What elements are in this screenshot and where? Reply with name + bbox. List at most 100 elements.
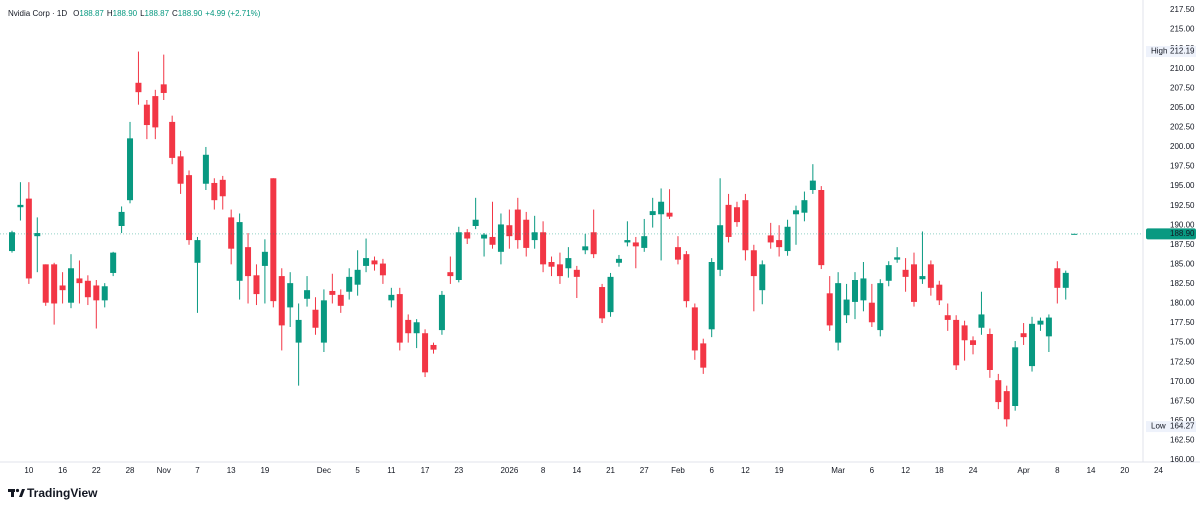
- x-tick-label: 11: [387, 466, 396, 475]
- candle-body: [961, 325, 968, 341]
- candle-body: [649, 211, 656, 216]
- candle-body: [919, 276, 926, 280]
- change: +4.99 (+2.71%): [205, 9, 260, 18]
- candle-body: [1003, 391, 1010, 420]
- candle-body: [986, 334, 993, 370]
- candle-body: [894, 257, 901, 260]
- y-tick-label: 172.50: [1170, 357, 1195, 366]
- candle-body: [911, 264, 918, 302]
- y-tick-label: 217.50: [1170, 5, 1195, 14]
- candle-body: [843, 299, 850, 316]
- chart-title: Nvidia Corp · 1D: [8, 9, 67, 18]
- ohlc-key: L: [140, 9, 145, 18]
- legend: Nvidia Corp · 1D O188.87 H188.90 L188.87 C18…: [8, 9, 261, 18]
- candle-body: [304, 290, 311, 299]
- candle-body: [978, 314, 985, 328]
- candle-body: [51, 264, 58, 304]
- candle-body: [371, 260, 378, 265]
- y-tick-label: 175.00: [1170, 338, 1195, 347]
- candle-body: [455, 232, 462, 280]
- x-tick-label: 12: [741, 466, 750, 475]
- x-tick-label: 19: [775, 466, 784, 475]
- candle-body: [885, 265, 892, 281]
- candle-body: [624, 240, 631, 243]
- candle-body: [127, 138, 134, 201]
- y-tick-label: 210.00: [1170, 64, 1195, 73]
- candle-body: [708, 262, 715, 330]
- candle-body: [767, 235, 774, 243]
- candle-body: [1045, 317, 1052, 337]
- x-tick-label: 16: [58, 466, 67, 475]
- y-tick-label: 202.50: [1170, 123, 1195, 132]
- candle-body: [261, 251, 268, 266]
- x-tick-label: 13: [227, 466, 236, 475]
- y-tick-label: 200.00: [1170, 142, 1195, 151]
- candle-body: [590, 232, 597, 255]
- x-tick-label: Dec: [317, 466, 331, 475]
- candle-body: [320, 300, 327, 343]
- candle-body: [379, 263, 386, 276]
- x-tick-label: Nov: [157, 466, 171, 475]
- candle-body: [110, 252, 117, 273]
- candle-body: [76, 278, 83, 284]
- candle-body: [211, 182, 218, 201]
- candle-body: [717, 225, 724, 270]
- x-tick-label: 23: [454, 466, 463, 475]
- candle-body: [135, 82, 142, 93]
- x-tick-label: 19: [260, 466, 269, 475]
- y-tick-label: 197.50: [1170, 162, 1195, 171]
- marker-name: High: [1151, 47, 1167, 56]
- y-tick-label: 215.00: [1170, 25, 1195, 34]
- candle-body: [287, 283, 294, 308]
- candle-body: [497, 224, 504, 252]
- x-tick-label: 20: [1120, 466, 1129, 475]
- x-tick-label: 6: [709, 466, 714, 475]
- x-tick-label: 8: [541, 466, 546, 475]
- x-tick-label: 14: [1087, 466, 1096, 475]
- y-tick-label: 162.50: [1170, 436, 1195, 445]
- candle-body: [540, 232, 547, 265]
- candle-body: [556, 264, 563, 277]
- y-tick-label: 205.00: [1170, 103, 1195, 112]
- y-tick-label: 207.50: [1170, 83, 1195, 92]
- candle-body: [186, 175, 193, 241]
- candle-body: [1012, 347, 1019, 406]
- candle-body: [725, 204, 732, 237]
- logo-dot: [15, 488, 20, 493]
- candle-body: [776, 240, 783, 248]
- logo-stem: [11, 489, 14, 497]
- candle-body: [801, 200, 808, 213]
- candle-body: [9, 232, 15, 252]
- x-tick-label: Mar: [831, 466, 845, 475]
- candle-body: [346, 276, 353, 292]
- candle-body: [1037, 320, 1044, 325]
- candle-body: [295, 319, 302, 343]
- y-tick-label: 192.50: [1170, 201, 1195, 210]
- y-tick-label: 177.50: [1170, 318, 1195, 327]
- x-tick-label: 17: [421, 466, 430, 475]
- x-tick-label: 21: [606, 466, 615, 475]
- candle-body: [93, 285, 100, 301]
- candle-body: [59, 285, 66, 291]
- x-tick-label: 6: [870, 466, 875, 475]
- candle-body: [565, 258, 572, 269]
- candle-body: [101, 286, 108, 301]
- candle-body: [742, 200, 749, 251]
- candle-body: [506, 225, 513, 237]
- candle-body: [582, 246, 589, 251]
- ohlc-value: 188.90: [113, 9, 138, 18]
- candle-body: [809, 180, 816, 190]
- candle-body: [489, 236, 496, 245]
- candle-body: [970, 340, 977, 345]
- ohlc-key: H: [107, 9, 113, 18]
- x-tick-label: 7: [195, 466, 200, 475]
- candle-body: [784, 226, 791, 252]
- candle-body: [902, 269, 909, 277]
- last-price-label: 188.90: [1170, 229, 1195, 238]
- x-tick-label: 28: [126, 466, 135, 475]
- candle-body: [953, 319, 960, 366]
- candle-body: [464, 232, 471, 239]
- candle-body: [1054, 268, 1061, 288]
- logo-slash: [19, 489, 25, 497]
